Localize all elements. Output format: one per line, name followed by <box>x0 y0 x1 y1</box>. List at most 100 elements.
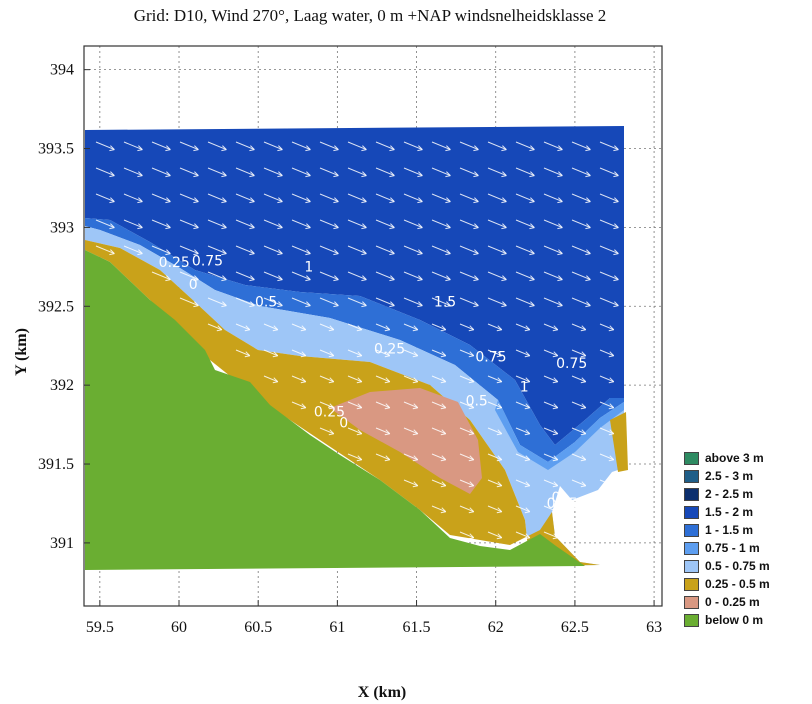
wind-arrow <box>431 323 446 331</box>
wind-arrow <box>403 375 418 383</box>
wind-arrow <box>487 323 502 331</box>
wind-arrow-head <box>608 507 615 514</box>
wind-arrow <box>319 245 339 255</box>
wind-arrow <box>487 427 502 435</box>
wind-arrow <box>403 141 423 151</box>
wind-arrow-head <box>473 249 479 256</box>
wind-arrow <box>319 271 339 281</box>
wind-arrow <box>291 271 311 281</box>
wind-arrow <box>599 505 614 513</box>
wind-arrow-head <box>277 275 283 282</box>
wind-arrow-head <box>249 275 255 282</box>
wind-arrow-head <box>524 325 531 332</box>
x-tick-label: 60 <box>171 619 187 636</box>
contour-label: 0.5 <box>466 394 488 410</box>
contour-label: 0 <box>189 277 198 293</box>
wind-arrow <box>291 167 311 177</box>
wind-arrow <box>543 349 558 357</box>
wind-arrow <box>543 193 563 203</box>
wind-arrow <box>599 141 619 151</box>
wind-arrow-head <box>580 455 587 462</box>
wind-arrow-head <box>468 455 475 462</box>
wind-arrow-head <box>249 145 255 152</box>
wind-arrow <box>571 297 591 307</box>
legend-item: 0.5 - 0.75 m <box>684 557 810 575</box>
y-axis-ticks: 391 391.5 392 392.5 393 393.5 394 <box>38 62 90 552</box>
wind-arrow-head <box>501 275 507 282</box>
wind-arrow-head <box>300 351 307 358</box>
wind-arrow-head <box>608 325 615 332</box>
wind-arrow-head <box>524 403 531 410</box>
wind-arrow <box>599 349 614 357</box>
wind-arrow-head <box>412 481 419 488</box>
wind-arrow <box>347 271 367 281</box>
wind-arrow-head <box>305 275 311 282</box>
wind-arrow-head <box>384 325 391 332</box>
wind-arrow <box>487 271 507 281</box>
wind-arrow <box>571 167 591 177</box>
wind-arrow <box>319 349 334 357</box>
wind-arrow <box>571 375 586 383</box>
wind-arrow-head <box>333 301 339 308</box>
wind-arrow-head <box>412 325 419 332</box>
wind-arrow-head <box>608 377 615 384</box>
y-tick-label: 393.5 <box>38 141 74 158</box>
wind-arrow <box>459 323 474 331</box>
wind-arrow-head <box>552 507 559 514</box>
wind-arrow-head <box>165 223 171 230</box>
legend-swatch <box>684 523 699 537</box>
wind-arrow <box>571 453 586 461</box>
wind-arrow-head <box>585 301 591 308</box>
wind-arrow <box>235 193 255 203</box>
x-tick-label: 62.5 <box>561 619 589 636</box>
wind-arrow <box>543 167 563 177</box>
wind-arrow <box>375 193 395 203</box>
wind-arrow <box>207 297 227 307</box>
wind-arrow-head <box>529 223 535 230</box>
wind-arrow-head <box>529 275 535 282</box>
wind-arrow-head <box>496 507 503 514</box>
wind-arrow-head <box>328 403 335 410</box>
wind-arrow <box>487 141 507 151</box>
legend-label: 2 - 2.5 m <box>705 487 754 501</box>
wind-arrow <box>235 297 255 307</box>
wind-arrow <box>235 141 255 151</box>
wind-arrow-head <box>552 325 559 332</box>
wind-arrow-head <box>529 197 535 204</box>
wind-arrow <box>571 531 586 539</box>
wind-arrow <box>403 323 418 331</box>
y-tick-label: 391 <box>50 535 74 552</box>
wind-arrow-head <box>165 145 171 152</box>
wind-arrow <box>375 453 390 461</box>
wind-arrow <box>459 531 474 539</box>
wind-arrow-head <box>580 481 587 488</box>
wind-arrow-head <box>137 171 143 178</box>
wind-arrow <box>207 219 227 229</box>
wind-arrow-head <box>305 301 311 308</box>
wind-arrow-head <box>356 351 363 358</box>
wind-arrow <box>543 375 558 383</box>
wind-arrow <box>459 401 474 409</box>
wind-arrow <box>487 375 502 383</box>
wind-arrow <box>599 167 619 177</box>
wind-arrow-head <box>440 325 447 332</box>
wind-arrow-head <box>221 223 227 230</box>
wind-arrow-head <box>356 455 363 462</box>
wind-arrow <box>431 479 446 487</box>
wind-arrow-head <box>445 223 451 230</box>
wind-arrow <box>543 427 558 435</box>
wind-arrow-head <box>300 403 307 410</box>
wind-arrow <box>515 167 535 177</box>
contour-label: 0.75 <box>192 253 223 269</box>
wind-arrow <box>263 167 283 177</box>
wind-arrow-head <box>496 481 503 488</box>
wind-arrow <box>179 245 199 255</box>
wind-arrow <box>235 219 255 229</box>
wind-arrow <box>263 323 278 331</box>
wind-arrow-head <box>137 249 143 256</box>
wind-arrow <box>319 167 339 177</box>
wind-arrow-head <box>496 377 503 384</box>
wind-arrow <box>319 375 334 383</box>
wind-arrow <box>291 219 311 229</box>
wind-arrow-head <box>384 377 391 384</box>
